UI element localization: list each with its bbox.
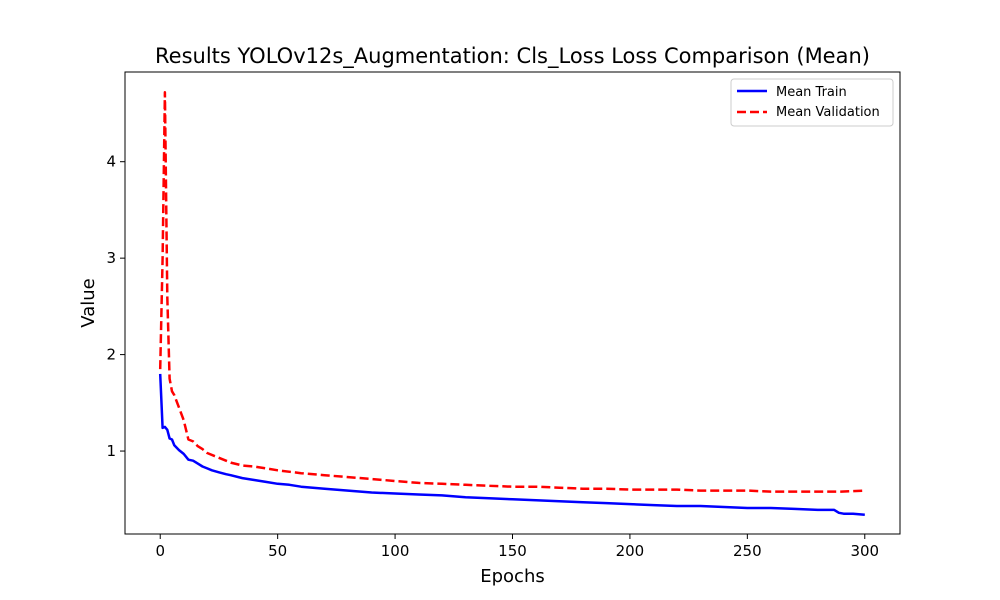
x-axis-title: Epochs [480, 566, 545, 587]
series-line-mean-train [158, 373, 865, 516]
x-tick-label: 50 [268, 542, 287, 560]
series-layer [158, 91, 865, 516]
y-tick-label: 2 [106, 346, 116, 364]
y-tick-label: 4 [106, 153, 116, 171]
legend: Mean Train Mean Validation [730, 78, 894, 127]
x-tick-label: 250 [733, 542, 762, 560]
x-axis-ticks: 0 50 100 150 200 250 300 [155, 534, 879, 560]
x-tick-label: 300 [850, 542, 879, 560]
x-tick-label: 150 [498, 542, 527, 560]
series-line-mean-validation [158, 91, 865, 493]
legend-label-mean-train: Mean Train [776, 85, 847, 100]
y-tick-label: 3 [106, 249, 116, 267]
y-axis-title: Value [78, 278, 99, 327]
x-tick-label: 200 [616, 542, 645, 560]
y-tick-label: 1 [106, 442, 116, 460]
y-axis-ticks: 1 2 3 4 [106, 153, 125, 460]
x-tick-label: 100 [381, 542, 410, 560]
x-tick-label: 0 [155, 542, 165, 560]
legend-label-mean-validation: Mean Validation [776, 105, 880, 120]
chart-title: Results YOLOv12s_Augmentation: Cls_Loss … [155, 44, 870, 69]
legend-box [730, 78, 894, 127]
